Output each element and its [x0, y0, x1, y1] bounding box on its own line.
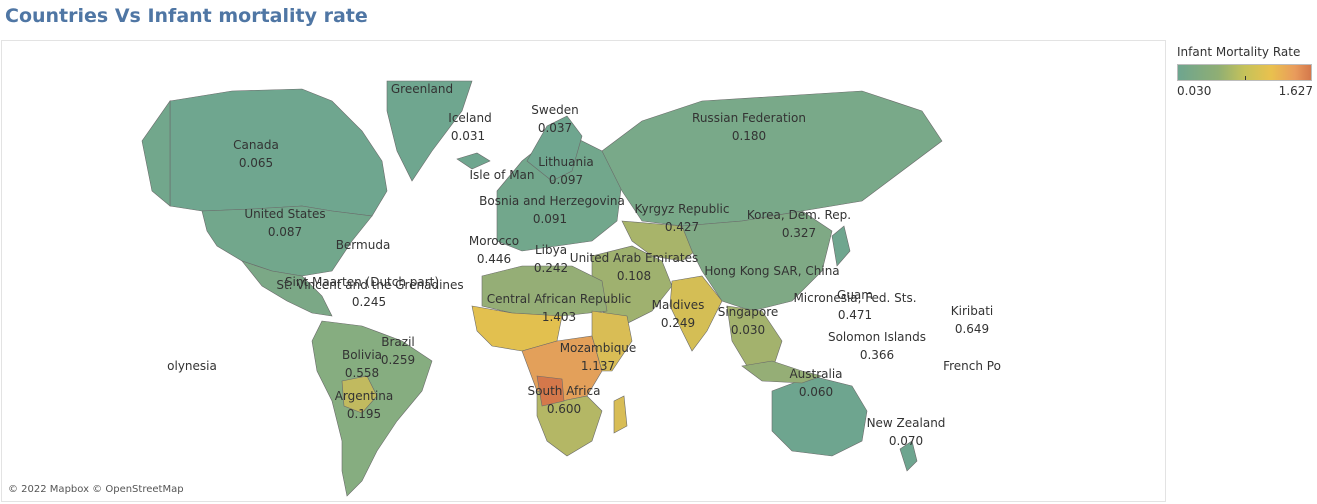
value-sweden: 0.037	[538, 121, 572, 135]
value-brazil: 0.259	[381, 353, 415, 367]
value-kyrgyz-republic: 0.427	[665, 220, 699, 234]
label-united-states: United States	[244, 207, 325, 221]
label-bolivia: Bolivia	[342, 348, 382, 362]
label-russian-federation: Russian Federation	[692, 111, 806, 125]
label-french-polynesia: French Po	[943, 359, 1001, 373]
map-canvas[interactable]: Greenland Iceland 0.031 Sweden 0.037 Rus…	[2, 41, 1165, 501]
world-map[interactable]: Greenland Iceland 0.031 Sweden 0.037 Rus…	[1, 40, 1166, 502]
label-maldives: Maldives	[652, 298, 705, 312]
value-singapore: 0.030	[731, 323, 765, 337]
label-new-zealand: New Zealand	[867, 416, 946, 430]
value-morocco: 0.446	[477, 252, 511, 266]
value-canada: 0.065	[239, 156, 273, 170]
label-korea-dem-rep: Korea, Dem. Rep.	[747, 208, 851, 222]
madagascar-shape[interactable]	[613, 395, 628, 434]
value-libya: 0.242	[534, 261, 568, 275]
value-mozambique: 1.137	[581, 359, 615, 373]
label-kyrgyz-republic: Kyrgyz Republic	[635, 202, 730, 216]
value-st-vincent: 0.245	[352, 295, 386, 309]
label-south-africa: South Africa	[528, 384, 601, 398]
label-brazil: Brazil	[381, 335, 415, 349]
label-libya: Libya	[535, 243, 567, 257]
japan-shape[interactable]	[831, 225, 851, 267]
color-legend: Infant Mortality Rate 0.030 1.627	[1177, 45, 1313, 98]
label-polynesia-west: olynesia	[167, 359, 217, 373]
label-sweden: Sweden	[531, 103, 578, 117]
southern-africa-shape[interactable]	[536, 390, 603, 457]
greenland-shape[interactable]	[386, 80, 473, 182]
legend-min: 0.030	[1177, 84, 1212, 98]
value-maldives: 0.249	[661, 316, 695, 330]
legend-max: 1.627	[1278, 84, 1313, 98]
canada-shape[interactable]	[169, 88, 388, 217]
value-new-zealand: 0.070	[889, 434, 923, 448]
value-russian-federation: 0.180	[732, 129, 766, 143]
east-africa-shape[interactable]	[591, 310, 633, 372]
map-attribution[interactable]: © 2022 Mapbox © OpenStreetMap	[8, 484, 184, 495]
value-argentina: 0.195	[347, 407, 381, 421]
legend-gradient-bar	[1177, 64, 1312, 81]
label-bermuda: Bermuda	[336, 238, 391, 252]
north-africa-shape[interactable]	[481, 265, 608, 317]
value-south-africa: 0.600	[547, 402, 581, 416]
india-shape[interactable]	[669, 275, 723, 352]
label-united-arab-emirates: United Arab Emirates	[570, 251, 698, 265]
china-shape[interactable]	[681, 210, 833, 312]
value-solomon-islands: 0.366	[860, 348, 894, 362]
label-micronesia: Micronesia, Fed. Sts.	[793, 291, 916, 305]
dashboard-title: Countries Vs Infant mortality rate	[5, 5, 368, 27]
label-isle-of-man: Isle of Man	[469, 168, 534, 182]
label-lithuania: Lithuania	[538, 155, 594, 169]
label-singapore: Singapore	[718, 305, 779, 319]
value-australia: 0.060	[799, 385, 833, 399]
label-st-vincent: St. Vincent and the Grenadines	[276, 278, 463, 292]
usa-shape[interactable]	[201, 205, 373, 277]
bolivia-shape[interactable]	[341, 375, 378, 414]
russia-shape[interactable]	[601, 90, 943, 227]
label-greenland: Greenland	[391, 82, 453, 96]
label-mozambique: Mozambique	[560, 341, 637, 355]
label-sint-maarten: Sint Maarten (Dutch part)	[285, 275, 439, 289]
australia-shape[interactable]	[771, 375, 868, 457]
value-lithuania: 0.097	[549, 173, 583, 187]
label-canada: Canada	[233, 138, 279, 152]
iceland-shape[interactable]	[456, 152, 491, 170]
angola-shape[interactable]	[536, 375, 565, 407]
value-bolivia: 0.558	[345, 366, 379, 380]
label-australia: Australia	[789, 367, 842, 381]
value-korea-dem-rep: 0.327	[782, 226, 816, 240]
south-america-shape[interactable]	[311, 320, 433, 497]
label-bosnia-and-herzegovina: Bosnia and Herzegovina	[479, 194, 625, 208]
label-hong-kong: Hong Kong SAR, China	[704, 264, 839, 278]
label-morocco: Morocco	[469, 234, 519, 248]
value-kiribati: 0.649	[955, 322, 989, 336]
value-central-african-republic: 1.403	[542, 310, 576, 324]
label-solomon-islands: Solomon Islands	[828, 330, 926, 344]
new-zealand-shape[interactable]	[899, 440, 918, 472]
map-labels: Greenland Iceland 0.031 Sweden 0.037 Rus…	[167, 82, 1001, 448]
label-kiribati: Kiribati	[951, 304, 993, 318]
scandinavia-shape[interactable]	[526, 115, 583, 182]
label-argentina: Argentina	[335, 389, 394, 403]
value-iceland: 0.031	[451, 129, 485, 143]
legend-tick	[1245, 76, 1246, 80]
label-iceland: Iceland	[448, 111, 491, 125]
value-guam: 0.471	[838, 308, 872, 322]
central-america-shape[interactable]	[241, 260, 333, 317]
value-united-states: 0.087	[268, 225, 302, 239]
label-central-african-republic: Central African Republic	[487, 292, 631, 306]
label-guam: Guam	[837, 288, 873, 302]
value-bosnia-and-herzegovina: 0.091	[533, 212, 567, 226]
alaska-shape[interactable]	[141, 100, 171, 207]
indonesia-shape[interactable]	[741, 360, 824, 384]
legend-title: Infant Mortality Rate	[1177, 45, 1301, 59]
value-united-arab-emirates: 0.108	[617, 269, 651, 283]
